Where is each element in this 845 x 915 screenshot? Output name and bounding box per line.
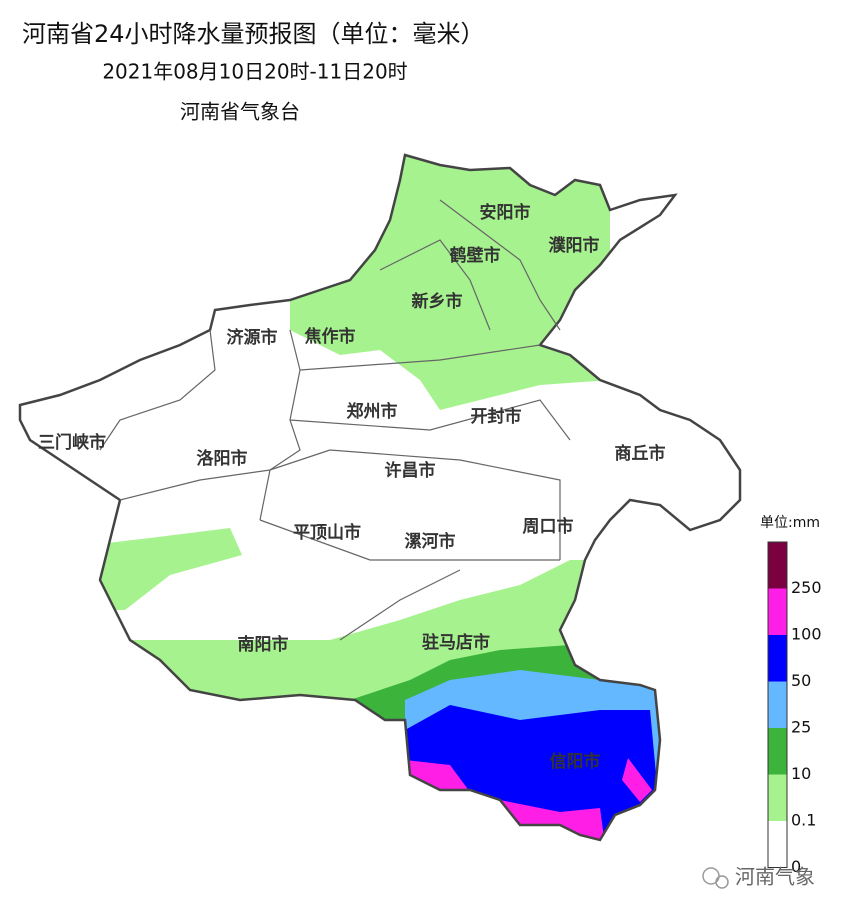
subtitle: 2021年08月10日20时-11日20时 <box>102 60 407 84</box>
city-label: 南阳市 <box>238 634 289 655</box>
city-label: 洛阳市 <box>197 448 248 469</box>
city-label: 三门峡市 <box>38 432 106 453</box>
legend-label: 100 <box>791 625 822 644</box>
watermark-text: 河南气象 <box>735 865 815 889</box>
watermark: 河南气象 <box>702 865 815 889</box>
city-label: 许昌市 <box>385 460 436 481</box>
legend-label: 0 <box>791 857 801 876</box>
city-label: 郑州市 <box>347 401 398 422</box>
legend-swatch <box>768 542 787 589</box>
city-label: 新乡市 <box>412 291 463 312</box>
city-label: 焦作市 <box>304 326 356 347</box>
city-label: 漯河市 <box>405 531 456 552</box>
city-label: 平顶山市 <box>293 522 361 543</box>
legend-label: 50 <box>791 671 811 690</box>
city-label: 济源市 <box>227 327 278 348</box>
legend-label: 25 <box>791 718 811 737</box>
city-label: 信阳市 <box>550 751 601 772</box>
city-label: 鹤壁市 <box>450 245 501 266</box>
city-boundaries <box>99 199 571 641</box>
legend-swatch <box>768 588 787 635</box>
city-label: 周口市 <box>523 516 574 537</box>
city-label: 濮阳市 <box>549 235 600 256</box>
legend-frame <box>767 541 788 868</box>
legend-swatch <box>768 774 787 821</box>
legend-swatch <box>768 681 787 728</box>
rain-areas <box>20 155 740 840</box>
legend-label: 0.1 <box>791 811 816 830</box>
city-label: 驻马店市 <box>422 632 490 653</box>
legend-title: 单位:mm <box>760 515 820 531</box>
legend-swatch <box>768 635 787 682</box>
legend-swatch <box>768 728 787 775</box>
legend-label: 10 <box>791 764 811 783</box>
city-label: 开封市 <box>471 406 522 427</box>
legend: 单位:mm 250 100 50 25 10 0.1 0 <box>760 515 822 876</box>
city-label: 安阳市 <box>480 202 531 223</box>
title: 河南省24小时降水量预报图（单位：毫米） <box>22 20 485 48</box>
legend-swatch <box>768 821 787 868</box>
issuer: 河南省气象台 <box>180 100 300 124</box>
legend-label: 250 <box>791 578 822 597</box>
city-label: 商丘市 <box>615 443 666 464</box>
